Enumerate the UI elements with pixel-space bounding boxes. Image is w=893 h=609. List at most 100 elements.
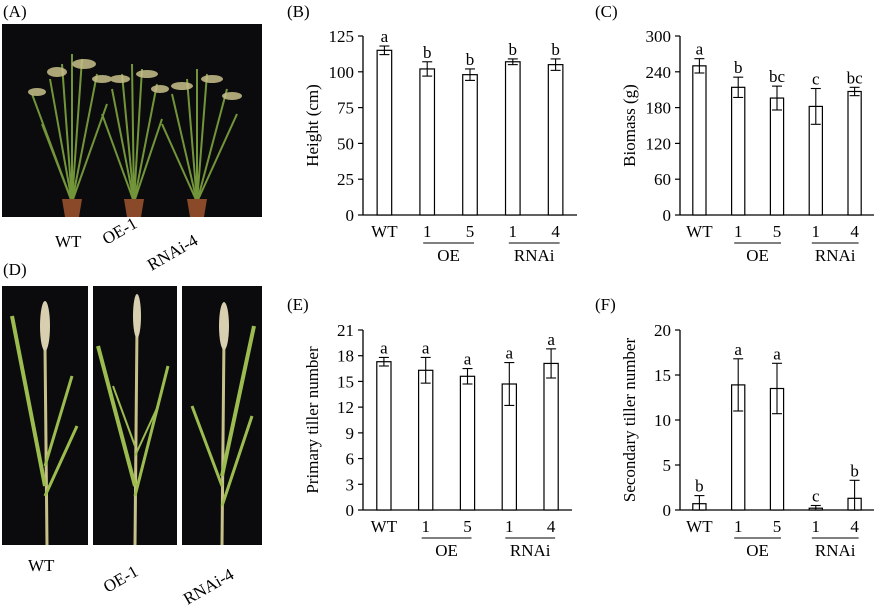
- significance-letter: a: [734, 340, 742, 359]
- y-tick-label: 12: [337, 398, 354, 417]
- y-tick-label: 300: [646, 27, 672, 46]
- chart-b-height: 0 25 50 75 100 125 Height (cm) a WT b 1 b 5 b 1 b 4 OE RNA…: [303, 27, 577, 265]
- y-tick-label: 15: [654, 366, 671, 385]
- bar: [504, 61, 521, 216]
- significance-letter: a: [381, 27, 389, 46]
- y-tick-label: 15: [337, 372, 354, 391]
- bar: [462, 74, 478, 216]
- significance-letter: a: [380, 338, 388, 357]
- significance-letter: b: [509, 40, 518, 59]
- bar: [376, 49, 393, 216]
- x-tick-label: 1: [509, 222, 518, 241]
- y-tick-label: 180: [646, 99, 672, 118]
- photo-a-label-wt: WT: [55, 232, 82, 251]
- y-tick-label: 0: [346, 206, 355, 225]
- x-tick-label: WT: [371, 222, 398, 241]
- photo-a-label-oe1: OE-1: [99, 213, 141, 249]
- group-label: OE: [746, 541, 769, 560]
- group-label: RNAi: [815, 246, 856, 265]
- y-tick-label: 9: [346, 424, 355, 443]
- x-tick-label: 4: [547, 517, 556, 536]
- significance-letter: a: [464, 350, 472, 369]
- y-tick-label: 5: [663, 456, 672, 475]
- significance-letter: b: [850, 461, 859, 480]
- chart-c-biomass: 0 60 120 180 240 300 Biomass (g) a WT b 1 bc 5 c 1 bc 4 O…: [620, 27, 874, 265]
- photo-d-label-oe1: OE-1: [100, 561, 142, 597]
- x-tick-label: 4: [850, 517, 859, 536]
- x-tick-label: 1: [812, 517, 821, 536]
- bar: [459, 375, 476, 511]
- photo-d-label-rnai4: RNAi-4: [180, 564, 237, 609]
- y-tick-label: 120: [646, 134, 672, 153]
- x-tick-label: 1: [505, 517, 514, 536]
- y-axis-label: Secondary tiller number: [620, 338, 639, 503]
- y-tick-label: 100: [329, 63, 355, 82]
- y-axis-label: Biomass (g): [620, 84, 639, 167]
- panicle-illustration-wt: [10, 301, 79, 545]
- group-label: RNAi: [514, 246, 555, 265]
- bar: [847, 90, 862, 216]
- y-tick-label: 60: [654, 170, 671, 189]
- significance-letter: bc: [769, 67, 786, 86]
- photo-a-whole-plants: [2, 24, 262, 217]
- y-tick-label: 10: [654, 411, 671, 430]
- panel-label-c: (C): [595, 2, 618, 21]
- y-axis-label: Height (cm): [303, 84, 322, 167]
- x-tick-label: 5: [463, 517, 472, 536]
- photo-d-panicle-wt: [2, 286, 88, 545]
- significance-letter: a: [696, 40, 704, 59]
- significance-letter: a: [547, 330, 555, 349]
- bar: [417, 369, 434, 511]
- x-tick-label: 5: [773, 517, 782, 536]
- photo-d-label-wt: WT: [28, 556, 55, 575]
- bar: [547, 64, 564, 216]
- group-label: RNAi: [815, 541, 856, 560]
- photo-d-panicle-rnai4: [182, 286, 262, 545]
- x-tick-label: 1: [421, 517, 430, 536]
- x-tick-label: 1: [734, 517, 743, 536]
- significance-letter: a: [773, 344, 781, 363]
- y-tick-label: 0: [663, 501, 672, 520]
- significance-letter: bc: [847, 68, 864, 87]
- y-tick-label: 18: [337, 347, 354, 366]
- y-tick-label: 0: [346, 501, 355, 520]
- bar: [376, 361, 392, 511]
- panel-label-f: (F): [595, 295, 616, 314]
- x-tick-label: 5: [773, 222, 782, 241]
- y-tick-label: 20: [654, 321, 671, 340]
- panicle-illustration-oe1: [96, 294, 170, 545]
- y-tick-label: 125: [329, 27, 355, 46]
- significance-letter: c: [812, 70, 820, 89]
- y-tick-label: 50: [337, 134, 354, 153]
- group-label: OE: [435, 541, 458, 560]
- x-tick-label: 1: [734, 222, 743, 241]
- x-tick-label: WT: [686, 517, 713, 536]
- group-label: OE: [746, 246, 769, 265]
- photo-d-panicle-oe1: [93, 286, 177, 545]
- panel-label-e: (E): [287, 295, 309, 314]
- x-tick-label: WT: [686, 222, 713, 241]
- significance-letter: b: [695, 477, 704, 496]
- bar: [692, 65, 707, 216]
- panicle-illustration-rnai4: [190, 302, 256, 545]
- significance-letter: a: [506, 344, 514, 363]
- x-tick-label: 5: [466, 222, 475, 241]
- y-tick-label: 25: [337, 170, 354, 189]
- x-tick-label: 4: [551, 222, 560, 241]
- significance-letter: b: [423, 43, 432, 62]
- photo-a-label-rnai4: RNAi-4: [144, 230, 201, 275]
- significance-letter: a: [422, 338, 430, 357]
- chart-e-primary-tiller: 0 3 6 9 12 15 18 21 Primary tiller number a WT a 1 a 5…: [303, 321, 572, 560]
- plant-photo-illustration: [28, 54, 242, 217]
- y-tick-label: 240: [646, 63, 672, 82]
- panel-label-a: (A): [3, 2, 27, 21]
- significance-letter: b: [551, 40, 560, 59]
- x-tick-label: 1: [423, 222, 432, 241]
- x-tick-label: 4: [850, 222, 859, 241]
- y-tick-label: 0: [663, 206, 672, 225]
- y-tick-label: 3: [346, 475, 355, 494]
- y-axis-label: Primary tiller number: [303, 346, 322, 494]
- bar: [769, 97, 785, 216]
- significance-letter: b: [734, 58, 743, 77]
- x-tick-label: 1: [812, 222, 821, 241]
